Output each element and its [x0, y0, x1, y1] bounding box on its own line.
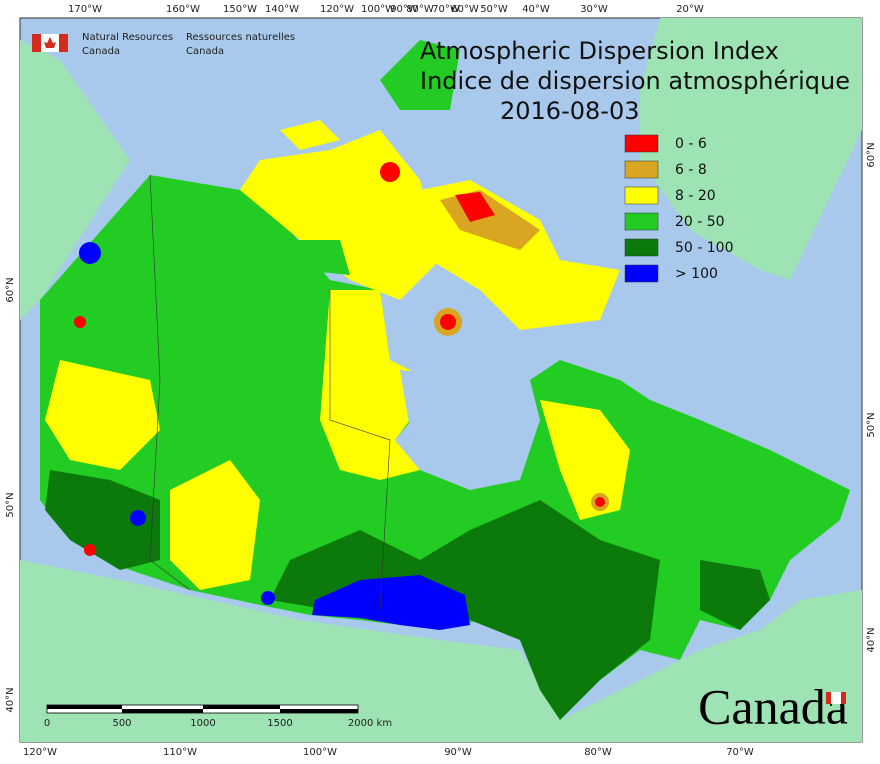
- scale-label: 1000: [190, 718, 215, 729]
- graticule-label: 40°N: [866, 627, 877, 652]
- agency-fr: Ressources naturelles: [186, 32, 295, 43]
- agency-en: Canada: [82, 46, 120, 57]
- graticule-label: 80°W: [584, 747, 612, 758]
- graticule-label: 110°W: [163, 747, 197, 758]
- legend-label: 6 - 8: [675, 162, 707, 178]
- graticule-label: 60°N: [5, 277, 16, 302]
- neighbour-land: [20, 18, 862, 742]
- scale-label: 500: [112, 718, 131, 729]
- graticule-label: 100°W: [303, 747, 337, 758]
- graticule-label: 60°N: [866, 142, 877, 167]
- scale-segment: [47, 705, 122, 709]
- graticule-label: 50°W: [480, 4, 508, 15]
- legend-label: 50 - 100: [675, 240, 734, 256]
- graticule-label: 90°W: [390, 4, 418, 15]
- graticule-label: 50°N: [866, 412, 877, 437]
- canada-land: [40, 175, 850, 720]
- agency-fr: Canada: [186, 46, 224, 57]
- agency-en: Natural Resources: [82, 32, 173, 43]
- title-fr: Indice de dispersion atmosphérique: [420, 67, 850, 95]
- scale-label: 0: [44, 718, 50, 729]
- graticule-label: 70°W: [432, 4, 460, 15]
- boundary: [149, 174, 191, 591]
- arctic-islands: [240, 40, 620, 330]
- graticule-label: 140°W: [265, 4, 299, 15]
- legend-label: 8 - 20: [675, 188, 716, 204]
- graticule-label: 40°N: [5, 687, 16, 712]
- graticule-label: 50°N: [5, 492, 16, 517]
- graticule-label: 70°W: [726, 747, 754, 758]
- graticule-label: 90°W: [444, 747, 472, 758]
- scale-segment: [203, 705, 280, 709]
- agency-header: Natural Resources Canada Ressources natu…: [32, 32, 295, 57]
- title-en: Atmospheric Dispersion Index: [420, 37, 779, 65]
- legend-swatch: [624, 264, 659, 283]
- graticule-label: 60°W: [451, 4, 479, 15]
- scale-bar: [46, 704, 359, 714]
- wordmark-flag: [831, 692, 841, 704]
- graticule-label: 40°W: [522, 4, 550, 15]
- hudson-bay: [400, 370, 520, 480]
- boundary: [329, 290, 391, 611]
- legend-label: > 100: [675, 266, 718, 282]
- date: 2016-08-03: [500, 97, 639, 125]
- graticule-label: 80°W: [406, 4, 434, 15]
- graticule-label: 30°W: [580, 4, 608, 15]
- legend-swatch: [624, 212, 659, 231]
- legend-swatch: [624, 186, 659, 205]
- scale-label: 1500: [267, 718, 292, 729]
- graticule-label: 120°W: [23, 747, 57, 758]
- legend-swatch: [624, 160, 659, 179]
- scale-segment: [122, 709, 203, 713]
- maple-leaf: [44, 37, 56, 48]
- wordmark: Canada: [698, 678, 848, 734]
- graticule-label: 160°W: [166, 4, 200, 15]
- scale-segment: [280, 709, 358, 713]
- graticule-label: 20°W: [676, 4, 704, 15]
- legend-label: 0 - 6: [675, 136, 707, 152]
- graticule-label: 170°W: [68, 4, 102, 15]
- scale-label: 2000 km: [348, 718, 392, 729]
- legend-swatch: [624, 238, 659, 257]
- graticule-label: 120°W: [320, 4, 354, 15]
- legend-swatch: [624, 134, 659, 153]
- graticule-label: 100°W: [361, 4, 395, 15]
- flag-band: [32, 34, 41, 52]
- flag-band: [59, 34, 68, 52]
- graticule-label: 150°W: [223, 4, 257, 15]
- legend-label: 20 - 50: [675, 214, 725, 230]
